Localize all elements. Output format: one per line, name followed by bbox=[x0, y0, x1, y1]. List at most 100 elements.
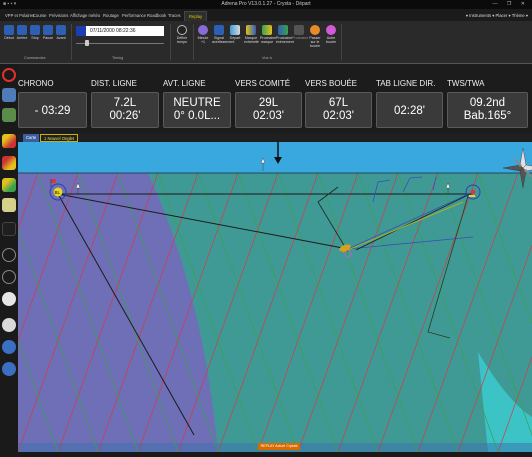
boat-tracks bbox=[317, 176, 474, 339]
compass-tool-icon[interactable] bbox=[2, 292, 16, 306]
tab-ligne-panel[interactable]: TAB LIGNE DIR. 02:28' bbox=[376, 67, 443, 131]
tws-value: 09.2nd bbox=[469, 97, 506, 109]
tab-routage[interactable]: Routage bbox=[103, 13, 119, 18]
committee-boat-marker[interactable]: BL bbox=[49, 179, 67, 201]
slider-thumb[interactable] bbox=[85, 40, 89, 46]
window-title: Adrena Pro V13.0.1.27 - Crysta - Départ bbox=[221, 1, 311, 7]
tab-affichage-meteo[interactable]: Affichage météo bbox=[70, 13, 101, 18]
buoy-orange-icon bbox=[310, 25, 320, 35]
mark-blue-icon bbox=[278, 25, 288, 35]
avt-line-panel[interactable]: AVT. LIGNE NEUTRE 0° 0.0L... bbox=[163, 67, 231, 131]
vers-comite-label: VERS COMITÉ bbox=[235, 79, 291, 88]
mark-green-icon bbox=[262, 25, 272, 35]
view-next-mark-button[interactable]: Prochaine marque bbox=[260, 25, 276, 44]
forward-button[interactable]: Avant bbox=[55, 25, 67, 40]
avt-line-label: AVT. LIGNE bbox=[163, 79, 206, 88]
tab-nouvel-onglet[interactable]: 1 Nouvel Onglet bbox=[40, 134, 79, 142]
chrono-panel[interactable]: CHRONO - 03:29 bbox=[18, 67, 87, 131]
view-next-button[interactable]: Prochaine bbox=[292, 25, 308, 40]
tab-replay[interactable]: Replay bbox=[184, 11, 208, 21]
tab-previsions[interactable]: Prévisions bbox=[49, 13, 69, 18]
vers-comite-panel[interactable]: VERS COMITÉ 29L 02:03' bbox=[235, 67, 302, 131]
race-map[interactable]: BL bbox=[18, 142, 532, 452]
view-start-button[interactable]: Départ bbox=[228, 25, 242, 40]
skip-start-icon bbox=[4, 25, 14, 35]
title-bar: ■ ▪ ▪ ▾ Adrena Pro V13.0.1.27 - Crysta -… bbox=[0, 0, 532, 9]
rewind-button[interactable]: Arrière bbox=[16, 25, 28, 40]
green-layline-grid bbox=[18, 173, 532, 452]
start-line bbox=[57, 193, 473, 436]
vers-bouee-value-2: 02:03' bbox=[323, 110, 354, 122]
chart-tool-icon[interactable] bbox=[2, 88, 16, 102]
chrono-label: CHRONO bbox=[18, 79, 54, 88]
vers-comite-value-2: 02:03' bbox=[253, 110, 284, 122]
avt-line-value-box: NEUTRE 0° 0.0L... bbox=[163, 92, 231, 128]
zoom-in-icon[interactable] bbox=[2, 362, 16, 376]
chrono-value-box: - 03:29 bbox=[18, 92, 87, 128]
view-other-buoy-button[interactable]: Autre bouée bbox=[324, 25, 338, 44]
teal-light-zone bbox=[478, 352, 532, 452]
line-tool-icon[interactable] bbox=[2, 156, 16, 170]
view-minute-button[interactable]: Minute +1 bbox=[196, 25, 210, 44]
left-toolbar bbox=[0, 64, 18, 453]
avt-line-value-1: NEUTRE bbox=[173, 97, 221, 109]
tab-carte[interactable]: Carte bbox=[23, 134, 40, 142]
blank-tool-icon[interactable] bbox=[2, 222, 16, 236]
vers-bouee-label: VERS BOUÉE bbox=[305, 79, 358, 88]
pause-icon bbox=[43, 25, 53, 35]
status-bar bbox=[0, 452, 532, 457]
vers-bouee-value-box: 67L 02:03' bbox=[305, 92, 372, 128]
timing-group-label: Timing bbox=[112, 56, 124, 60]
mark-yellow-icon bbox=[246, 25, 256, 35]
dist-line-label: DIST. LIGNE bbox=[91, 79, 137, 88]
replay-speed-slider[interactable] bbox=[76, 40, 164, 46]
view-pass-buoy-button[interactable]: Passer sur le bouée bbox=[308, 25, 322, 48]
ribbon-right-menus[interactable]: ▾ Instruments ▾ Placer ▾ Thème ▾ bbox=[465, 13, 528, 18]
dist-line-panel[interactable]: DIST. LIGNE 7.2L 00:26' bbox=[91, 67, 159, 131]
circle-tool-2-icon[interactable] bbox=[2, 270, 16, 284]
commands-group-label: Commandes bbox=[24, 56, 46, 60]
view-warning-signal-button[interactable]: Signal avertissement bbox=[212, 25, 234, 44]
boat-marker[interactable] bbox=[338, 243, 352, 258]
quick-access-toolbar[interactable]: ■ ▪ ▪ ▾ bbox=[3, 1, 17, 7]
ribbon-tabs: VPP et Polaires Course Prévisions Affich… bbox=[0, 9, 532, 21]
layline-tool-icon[interactable] bbox=[2, 178, 16, 192]
tab-vpp[interactable]: VPP et Polaires bbox=[5, 13, 35, 18]
avt-line-value-2: 0° 0.0L... bbox=[173, 110, 221, 122]
ribbon-separator bbox=[193, 24, 194, 60]
window-controls[interactable]: — ❐ ✕ bbox=[492, 1, 529, 7]
tab-traces[interactable]: Traces bbox=[168, 13, 181, 18]
compass-rose-icon[interactable] bbox=[502, 147, 532, 189]
pan-tool-icon[interactable] bbox=[2, 318, 16, 332]
play-icon bbox=[56, 25, 66, 35]
tab-ligne-label: TAB LIGNE DIR. bbox=[376, 79, 436, 88]
define-time-button[interactable]: Définir temps bbox=[174, 25, 190, 44]
marks-tool-icon[interactable] bbox=[2, 134, 16, 148]
dist-line-value-2: 00:26' bbox=[109, 110, 141, 122]
tab-roadbook[interactable]: Roadbook bbox=[147, 13, 167, 18]
twa-value: Bab.165° bbox=[463, 110, 512, 122]
vers-bouee-panel[interactable]: VERS BOUÉE 67L 02:03' bbox=[305, 67, 372, 131]
map-layer-icon[interactable] bbox=[2, 108, 16, 122]
tws-twa-panel[interactable]: TWS/TWA 09.2nd Bab.165° bbox=[447, 67, 528, 131]
stop-button[interactable]: Stop bbox=[29, 25, 41, 40]
pin-buoy-marker[interactable] bbox=[465, 184, 481, 200]
tab-ligne-value-box: 02:28' bbox=[376, 92, 443, 128]
purple-zone bbox=[18, 173, 218, 452]
ribbon-separator bbox=[170, 24, 171, 60]
zoom-out-icon[interactable] bbox=[2, 340, 16, 354]
start-button[interactable]: Début bbox=[3, 25, 15, 40]
chrono-value: - 03:29 bbox=[34, 105, 71, 117]
lifebuoy-icon[interactable] bbox=[2, 68, 16, 82]
vers-comite-value-box: 29L 02:03' bbox=[235, 92, 302, 128]
route-tool-icon[interactable] bbox=[2, 198, 16, 212]
circle-tool-icon[interactable] bbox=[2, 248, 16, 262]
view-end-mark-button[interactable]: Marque extrémité bbox=[244, 25, 259, 44]
buoy-pink-icon bbox=[326, 25, 336, 35]
time-color-swatch bbox=[76, 26, 86, 36]
pause-button[interactable]: Pause bbox=[42, 25, 54, 40]
tab-performance[interactable]: Performance bbox=[122, 13, 146, 18]
view-next-event-button[interactable]: Prochaine évènement bbox=[276, 25, 294, 44]
tab-course[interactable]: Course bbox=[33, 13, 47, 18]
replay-time-input[interactable]: 07/11/2000 08:22:36 bbox=[76, 26, 164, 36]
